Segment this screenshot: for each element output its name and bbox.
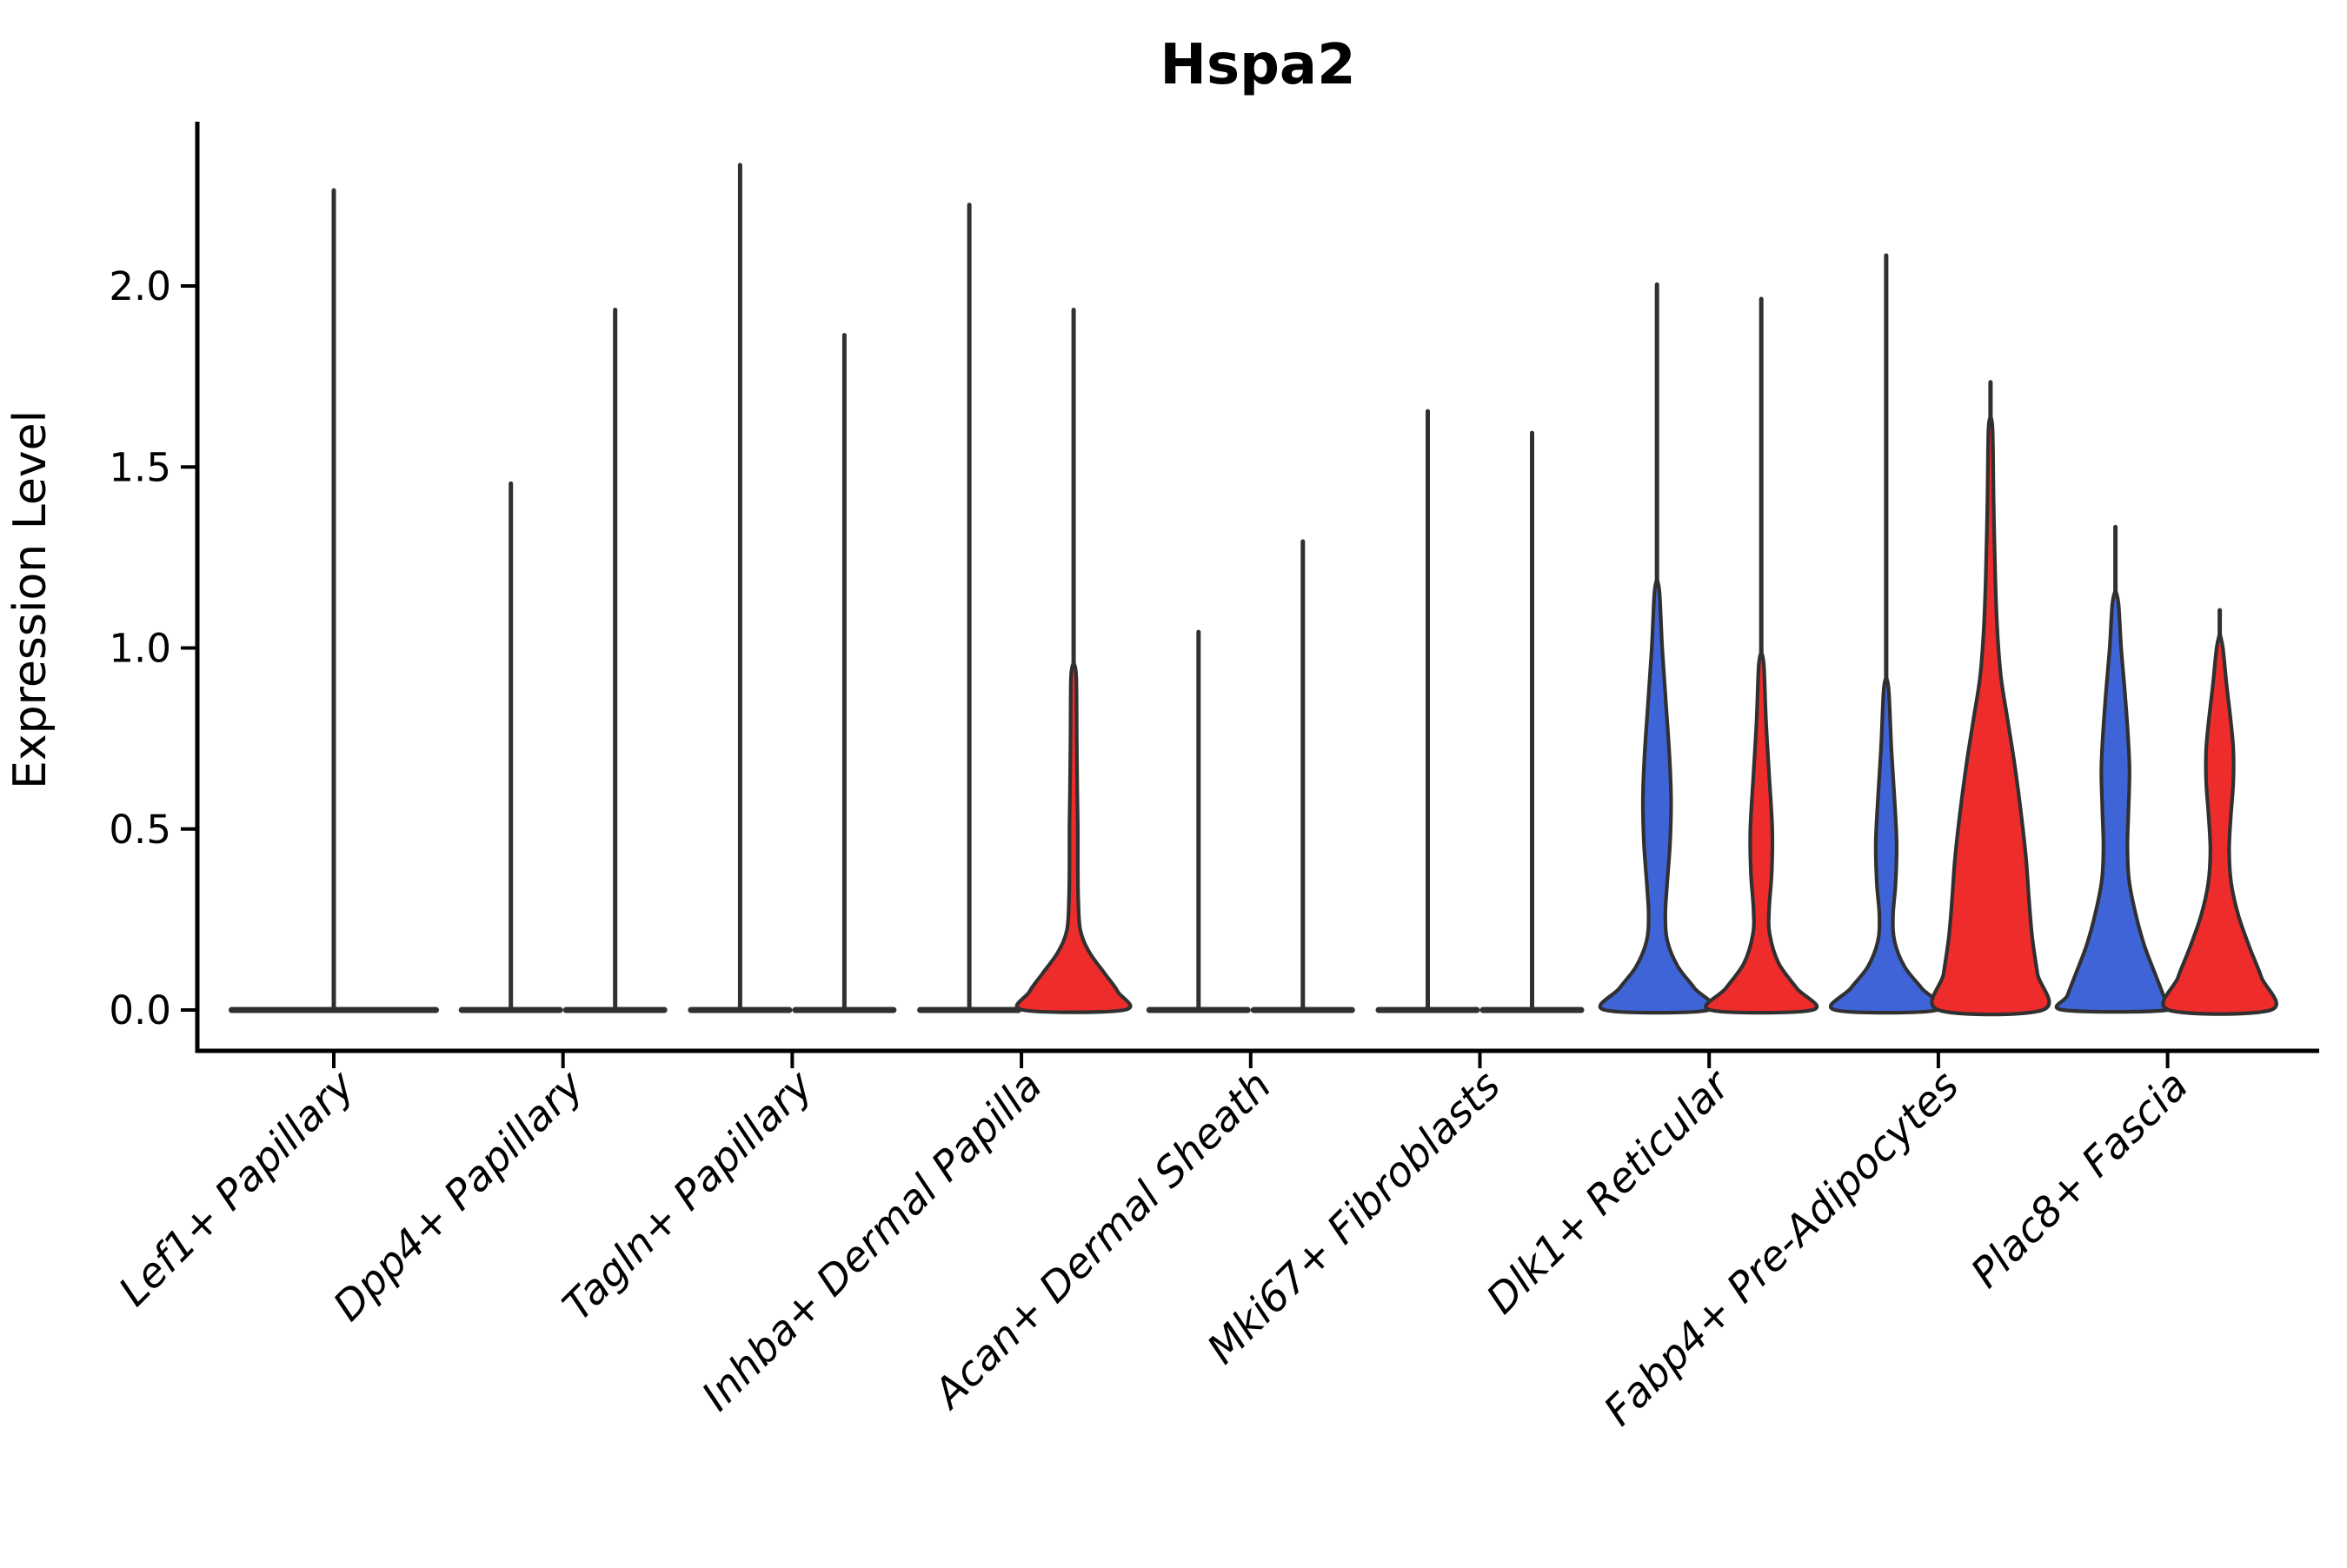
violin-7-right-body <box>1930 414 2051 1017</box>
y-tick-label-4: 2.0 <box>109 263 171 309</box>
violin-4-right-spike <box>1300 539 1306 1010</box>
violin-8-right-body <box>2161 631 2278 1016</box>
violin-1-left-spike <box>509 481 514 1010</box>
violin-7-left-spike <box>1884 253 1889 718</box>
x-tick-label-2: Tagln+ Papillary <box>554 1061 823 1331</box>
y-axis-label: Expression Level <box>4 410 57 789</box>
violin-3-left-spike <box>967 203 972 1010</box>
violin-7-left-body <box>1828 674 1944 1015</box>
violin-5-left-spike <box>1426 409 1430 1010</box>
violin-3-right-body <box>1014 661 1133 1014</box>
x-tick-label-0: Lef1+ Papillary <box>110 1061 364 1316</box>
violin-6-right-body <box>1704 649 1819 1015</box>
violin-0-center-spike <box>331 188 336 1011</box>
violin-6-left-spike <box>1654 282 1659 621</box>
y-tick-label-0: 0.0 <box>109 987 171 1033</box>
violin-6-left-body <box>1598 577 1716 1015</box>
violin-1-right-spike <box>613 307 618 1010</box>
y-tick-label-3: 1.5 <box>109 444 171 490</box>
y-tick-label-2: 1.0 <box>109 626 171 672</box>
violin-6-right-spike <box>1759 296 1764 693</box>
violin-3-right-spike <box>1071 307 1076 703</box>
violin-8-left-body <box>2054 588 2177 1014</box>
violin-5-right-spike <box>1530 430 1534 1011</box>
x-tick-label-6: Dlk1+ Reticular <box>1478 1060 1741 1324</box>
violin-2-right-spike <box>841 333 847 1010</box>
y-tick-label-1: 0.5 <box>109 807 171 853</box>
x-tick-label-1: Dpp4+ Papillary <box>324 1061 594 1331</box>
violin-2-left-spike <box>737 163 742 1010</box>
page-title: Hspa2 <box>1160 33 1355 97</box>
x-tick-label-8: Plac8+ Fascia <box>1962 1062 2197 1298</box>
violin-4-left-spike <box>1196 629 1201 1010</box>
